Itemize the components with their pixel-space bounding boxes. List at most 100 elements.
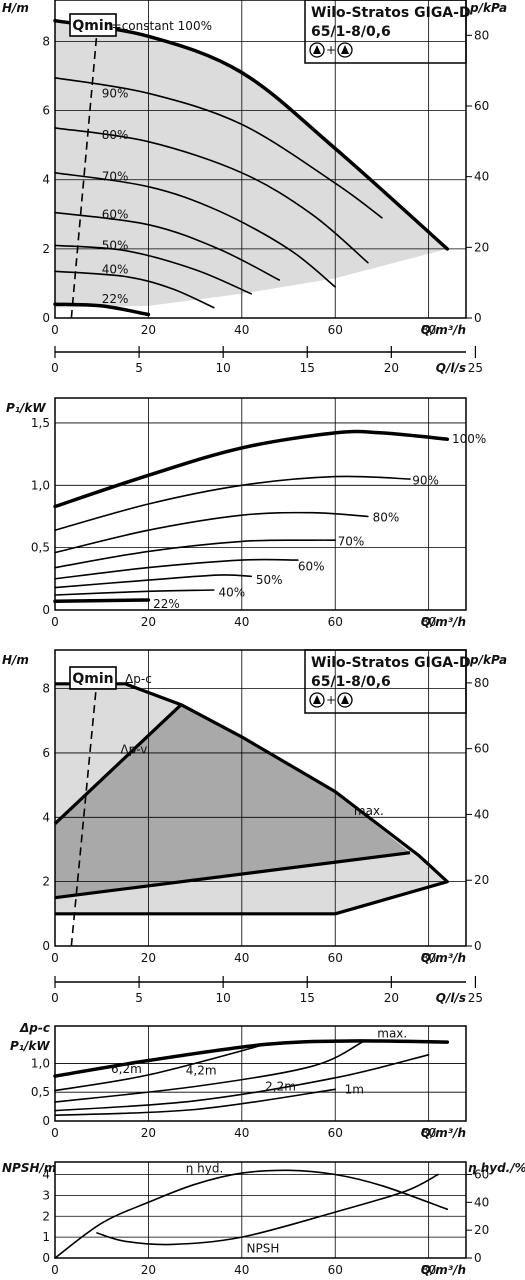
hq1-y2-tick-label: 20 [474,240,489,254]
qls2-tick-label: 15 [300,991,315,1005]
p1a-series-line [54,558,299,580]
p1b-series-line [54,1040,365,1103]
p1a-curve-label: 60% [298,559,325,573]
hq2-y2-axis-label: p/kPa [469,653,507,667]
hq1-y-tick-label: 8 [42,34,50,48]
hq2-pump-triangle-icon [313,695,321,704]
hq2-y2-tick-label: 60 [474,742,489,756]
p1a-curve-label: 22% [153,597,180,611]
npsh-y2-tick-label: 0 [474,1251,482,1265]
hq1-qmin-line [70,31,98,319]
p1b-series-line [54,1088,336,1116]
npsh-y-tick-label: 2 [42,1209,50,1223]
hq1-curve-label: 40% [102,263,129,277]
p1a-x-tick-label: 60 [328,615,343,629]
npsh-y-tick-label: 3 [42,1188,50,1202]
hq1-curve-label: 70% [102,169,129,183]
hq1-x-tick-label: 20 [141,323,156,337]
p1a-curve-label: 50% [256,573,283,587]
npsh-x-tick-label: 20 [141,1263,156,1277]
hq2-curve-label: max. [354,804,384,818]
hq1-pump-triangle-icon [341,45,349,54]
p1a-series-line [53,429,450,509]
p1b-plot-border [54,1025,467,1122]
hq1-curve-label: 50% [102,238,129,252]
p1a-x-tick-label: 20 [141,615,156,629]
hq1-series-line [53,18,450,251]
npsh-y-axis-label: NPSH/m [2,1161,56,1175]
hq1-curve-label: 90% [102,86,129,100]
p1b-curve-label: 1m [345,1082,364,1096]
hq2-pump-triangle-icon [341,695,349,704]
qls1-tick-label: 15 [300,361,315,375]
hq2-x-tick-label: 40 [234,951,249,965]
qls1-tick-label: 20 [384,361,399,375]
hq1-y2-tick-label: 0 [474,311,482,325]
p1a-y-tick-label: 0 [42,603,50,617]
p1a-series-line [53,598,151,604]
npsh-x-tick-label: 60 [328,1263,343,1277]
hq1-x-tick-label: 60 [328,323,343,337]
npsh-series-line [96,1173,439,1246]
hq1-x-tick-label: 0 [51,323,59,337]
p1b-x-tick-label: 0 [51,1126,59,1140]
hq2-x-tick-label: 20 [141,951,156,965]
hq1-y2-tick-label: 40 [474,170,489,184]
hq2-y-tick-label: 6 [42,746,50,760]
npsh-curve-label: η hyd. [186,1161,224,1175]
hq1-y-tick-label: 0 [42,311,50,325]
npsh-x-tick-label: 40 [234,1263,249,1277]
npsh-y-tick-label: 0 [42,1251,50,1265]
hq2-group: Qmin Δp-c Δp-v max. Wilo-Stratos GIGA-D 65/1-… [2,649,507,965]
hq2-y2-tick-label: 80 [474,676,489,690]
qls2-axis: 0 5 10 15 20 25Q/l/s [51,976,483,1005]
hq1-series-line [54,211,280,281]
p1a-y-tick-label: 1,5 [31,416,50,430]
npsh-x-tick-label: 80 [421,1263,436,1277]
npsh-x-tick-label: 0 [51,1263,59,1277]
hq2-x-tick-label: 60 [328,951,343,965]
p1a-y-axis-label: P₁/kW [6,401,46,415]
p1a-y-tick-label: 1,0 [31,478,50,492]
hq1-series-line [53,302,151,317]
hq1-series-line [54,270,215,309]
hq1-pump-triangle-icon [313,45,321,54]
hq1-x-tick-label: 40 [234,323,249,337]
hq2-y2-tick-label: 40 [474,807,489,821]
hq1-y-axis-label: H/m [2,1,29,15]
hq2-curve-label: Δp-c [125,672,152,686]
npsh-y2-axis-label: η hyd./% [468,1161,525,1175]
p1b-y-tick-label: 0 [42,1114,50,1128]
hq2-title-line: Wilo-Stratos GIGA-D [311,655,471,671]
qls2-tick-label: 0 [51,991,59,1005]
qls1-axis-label: Q/l/s [436,361,466,375]
p1a-curve-label: 100% [452,432,486,446]
hq2-title-box [304,649,467,714]
qls2-tick-label: 25 [468,991,483,1005]
npsh-series-line [54,1169,449,1259]
hq2-curve-label: Δp-v [120,743,147,757]
p1b-series-line [54,1043,266,1092]
hq2-y-tick-label: 0 [42,939,50,953]
qls1-axis: 0 5 10 15 20 25Q/l/s [51,346,483,375]
p1a-chart: 0 20 40 60 80 0 0,5 1,0 1,5 100% 90% 80% 70% 60% 50% 40… [6,397,486,629]
qls2-tick-label: 20 [384,991,399,1005]
hq1-title-line: Wilo-Stratos GIGA-D [311,5,471,21]
hq1-curve-label: 80% [102,128,129,142]
p1b-y-axis-label: Δp-c [19,1021,50,1035]
p1a-series-line [54,539,336,569]
p1a-curve-label: 70% [338,534,365,548]
p1a-curve-label: 80% [373,511,400,525]
hq1-qmin-box [69,13,117,37]
hq2-y-tick-label: 2 [42,875,50,889]
hq1-y-tick-label: 6 [42,104,50,118]
p1b-y-axis-label: P₁/kW [10,1039,50,1053]
hq1-y2-axis-label: p/kPa [469,1,507,15]
p1a-series-line [54,475,411,531]
hq1-series-line [54,172,336,288]
p1a-series-line [54,511,369,554]
hq1-curve-label: 22% [102,292,129,306]
hq2-title-line: 65/1-8/0,6 [311,674,391,690]
